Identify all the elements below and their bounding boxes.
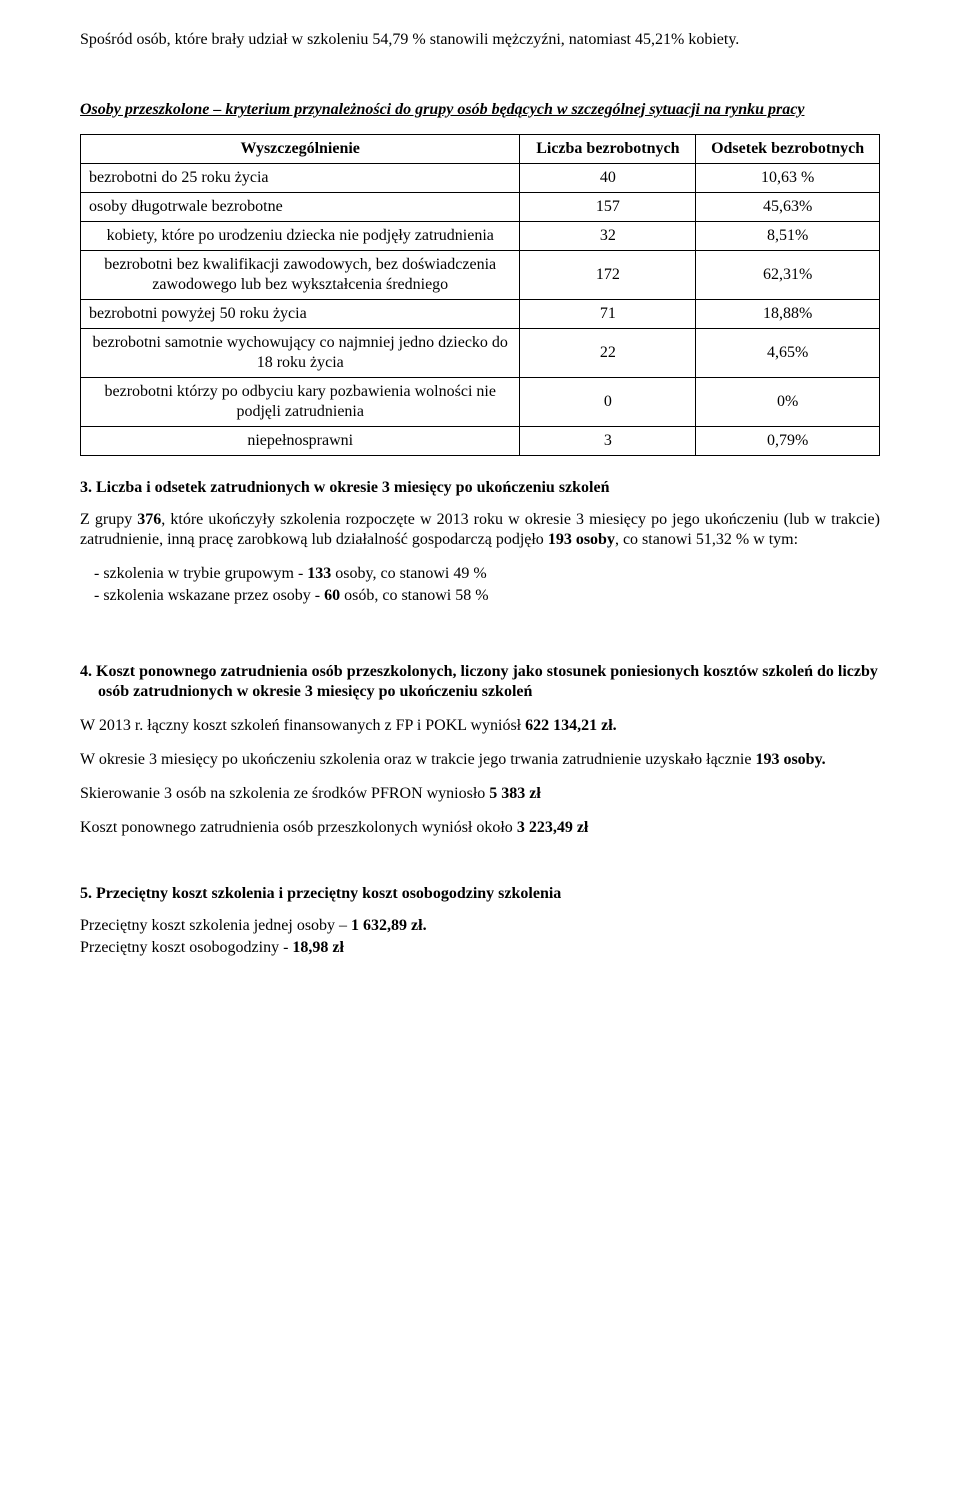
text: Przeciętny koszt osobogodziny -	[80, 939, 292, 956]
section-4-p2: W okresie 3 miesięcy po ukończeniu szkol…	[80, 750, 880, 770]
text: Koszt ponownego zatrudnienia osób przesz…	[80, 819, 517, 836]
table-row: kobiety, które po urodzeniu dziecka nie …	[81, 222, 880, 251]
cell-label: kobiety, które po urodzeniu dziecka nie …	[81, 222, 520, 251]
cell-pct: 18,88%	[696, 300, 880, 329]
intro-paragraph: Spośród osób, które brały udział w szkol…	[80, 30, 880, 50]
cell-pct: 45,63%	[696, 193, 880, 222]
section-4-p1: W 2013 r. łączny koszt szkoleń finansowa…	[80, 716, 880, 736]
text: Przeciętny koszt szkolenia jednej osoby …	[80, 917, 351, 934]
cell-label: bezrobotni samotnie wychowujący co najmn…	[81, 329, 520, 378]
criteria-table: Wyszczególnienie Liczba bezrobotnych Ods…	[80, 134, 880, 456]
section-3-paragraph: Z grupy 376, które ukończyły szkolenia r…	[80, 510, 880, 550]
table-header-row: Wyszczególnienie Liczba bezrobotnych Ods…	[81, 135, 880, 164]
table-row: bezrobotni samotnie wychowujący co najmn…	[81, 329, 880, 378]
value-60: 60	[324, 587, 344, 604]
table-row: bezrobotni do 25 roku życia4010,63 %	[81, 164, 880, 193]
spacer	[80, 630, 880, 640]
value-376: 376	[137, 511, 161, 528]
text: Z grupy	[80, 511, 137, 528]
table-row: bezrobotni którzy po odbyciu kary pozbaw…	[81, 378, 880, 427]
text: szkolenia w trybie grupowym -	[103, 565, 307, 582]
section-5-p1: Przeciętny koszt szkolenia jednej osoby …	[80, 916, 880, 936]
text: W 2013 r. łączny koszt szkoleń finansowa…	[80, 717, 525, 734]
spacer	[80, 620, 880, 630]
value-pfron: 5 383 zł	[489, 785, 541, 802]
th-label: Wyszczególnienie	[81, 135, 520, 164]
spacer	[80, 852, 880, 862]
section-4-p3: Skierowanie 3 osób na szkolenia ze środk…	[80, 784, 880, 804]
text: W okresie 3 miesięcy po ukończeniu szkol…	[80, 751, 755, 768]
cell-pct: 0%	[696, 378, 880, 427]
cell-pct: 10,63 %	[696, 164, 880, 193]
cell-count: 71	[520, 300, 696, 329]
cell-label: osoby długotrwale bezrobotne	[81, 193, 520, 222]
text: osób, co stanowi 58 %	[344, 587, 488, 604]
table-row: niepełnosprawni30,79%	[81, 427, 880, 456]
cell-count: 40	[520, 164, 696, 193]
text: Skierowanie 3 osób na szkolenia ze środk…	[80, 785, 489, 802]
section-4-heading: 4. Koszt ponownego zatrudnienia osób prz…	[80, 662, 880, 702]
list-item: szkolenia w trybie grupowym - 133 osoby,…	[80, 564, 880, 584]
spacer	[80, 64, 880, 74]
value-avg-cost: 1 632,89 zł.	[351, 917, 427, 934]
cell-label: niepełnosprawni	[81, 427, 520, 456]
cell-count: 172	[520, 251, 696, 300]
section-5-heading: 5. Przeciętny koszt szkolenia i przecięt…	[80, 884, 880, 904]
section-3-heading: 3. Liczba i odsetek zatrudnionych w okre…	[80, 478, 880, 498]
cell-pct: 4,65%	[696, 329, 880, 378]
th-count: Liczba bezrobotnych	[520, 135, 696, 164]
table-row: osoby długotrwale bezrobotne15745,63%	[81, 193, 880, 222]
value-193-osoby: 193 osoby.	[755, 751, 825, 768]
list-item: szkolenia wskazane przez osoby - 60 osób…	[80, 586, 880, 606]
cell-label: bezrobotni którzy po odbyciu kary pozbaw…	[81, 378, 520, 427]
cell-pct: 0,79%	[696, 427, 880, 456]
value-hourly-cost: 18,98 zł	[292, 939, 344, 956]
table-row: bezrobotni bez kwalifikacji zawodowych, …	[81, 251, 880, 300]
th-pct: Odsetek bezrobotnych	[696, 135, 880, 164]
section-3-list: szkolenia w trybie grupowym - 133 osoby,…	[80, 564, 880, 606]
cell-count: 0	[520, 378, 696, 427]
section-2-heading: Osoby przeszkolone – kryterium przynależ…	[80, 100, 880, 120]
value-133: 133	[307, 565, 335, 582]
text: , co stanowi 51,32 % w tym:	[615, 531, 798, 548]
value-193: 193 osoby	[548, 531, 615, 548]
page: Spośród osób, które brały udział w szkol…	[0, 0, 960, 1012]
cell-label: bezrobotni powyżej 50 roku życia	[81, 300, 520, 329]
cell-pct: 62,31%	[696, 251, 880, 300]
cell-count: 3	[520, 427, 696, 456]
cell-label: bezrobotni do 25 roku życia	[81, 164, 520, 193]
section-5-p2: Przeciętny koszt osobogodziny - 18,98 zł	[80, 938, 880, 958]
cell-count: 32	[520, 222, 696, 251]
value-re-employ-cost: 3 223,49 zł	[517, 819, 589, 836]
cell-count: 157	[520, 193, 696, 222]
text: osoby, co stanowi 49 %	[335, 565, 486, 582]
text: 4. Koszt ponownego zatrudnienia osób prz…	[80, 663, 703, 680]
table-row: bezrobotni powyżej 50 roku życia7118,88%	[81, 300, 880, 329]
section-4-p4: Koszt ponownego zatrudnienia osób przesz…	[80, 818, 880, 838]
cell-pct: 8,51%	[696, 222, 880, 251]
text: szkolenia wskazane przez osoby -	[103, 587, 324, 604]
cell-count: 22	[520, 329, 696, 378]
value-total-cost: 622 134,21 zł.	[525, 717, 617, 734]
cell-label: bezrobotni bez kwalifikacji zawodowych, …	[81, 251, 520, 300]
